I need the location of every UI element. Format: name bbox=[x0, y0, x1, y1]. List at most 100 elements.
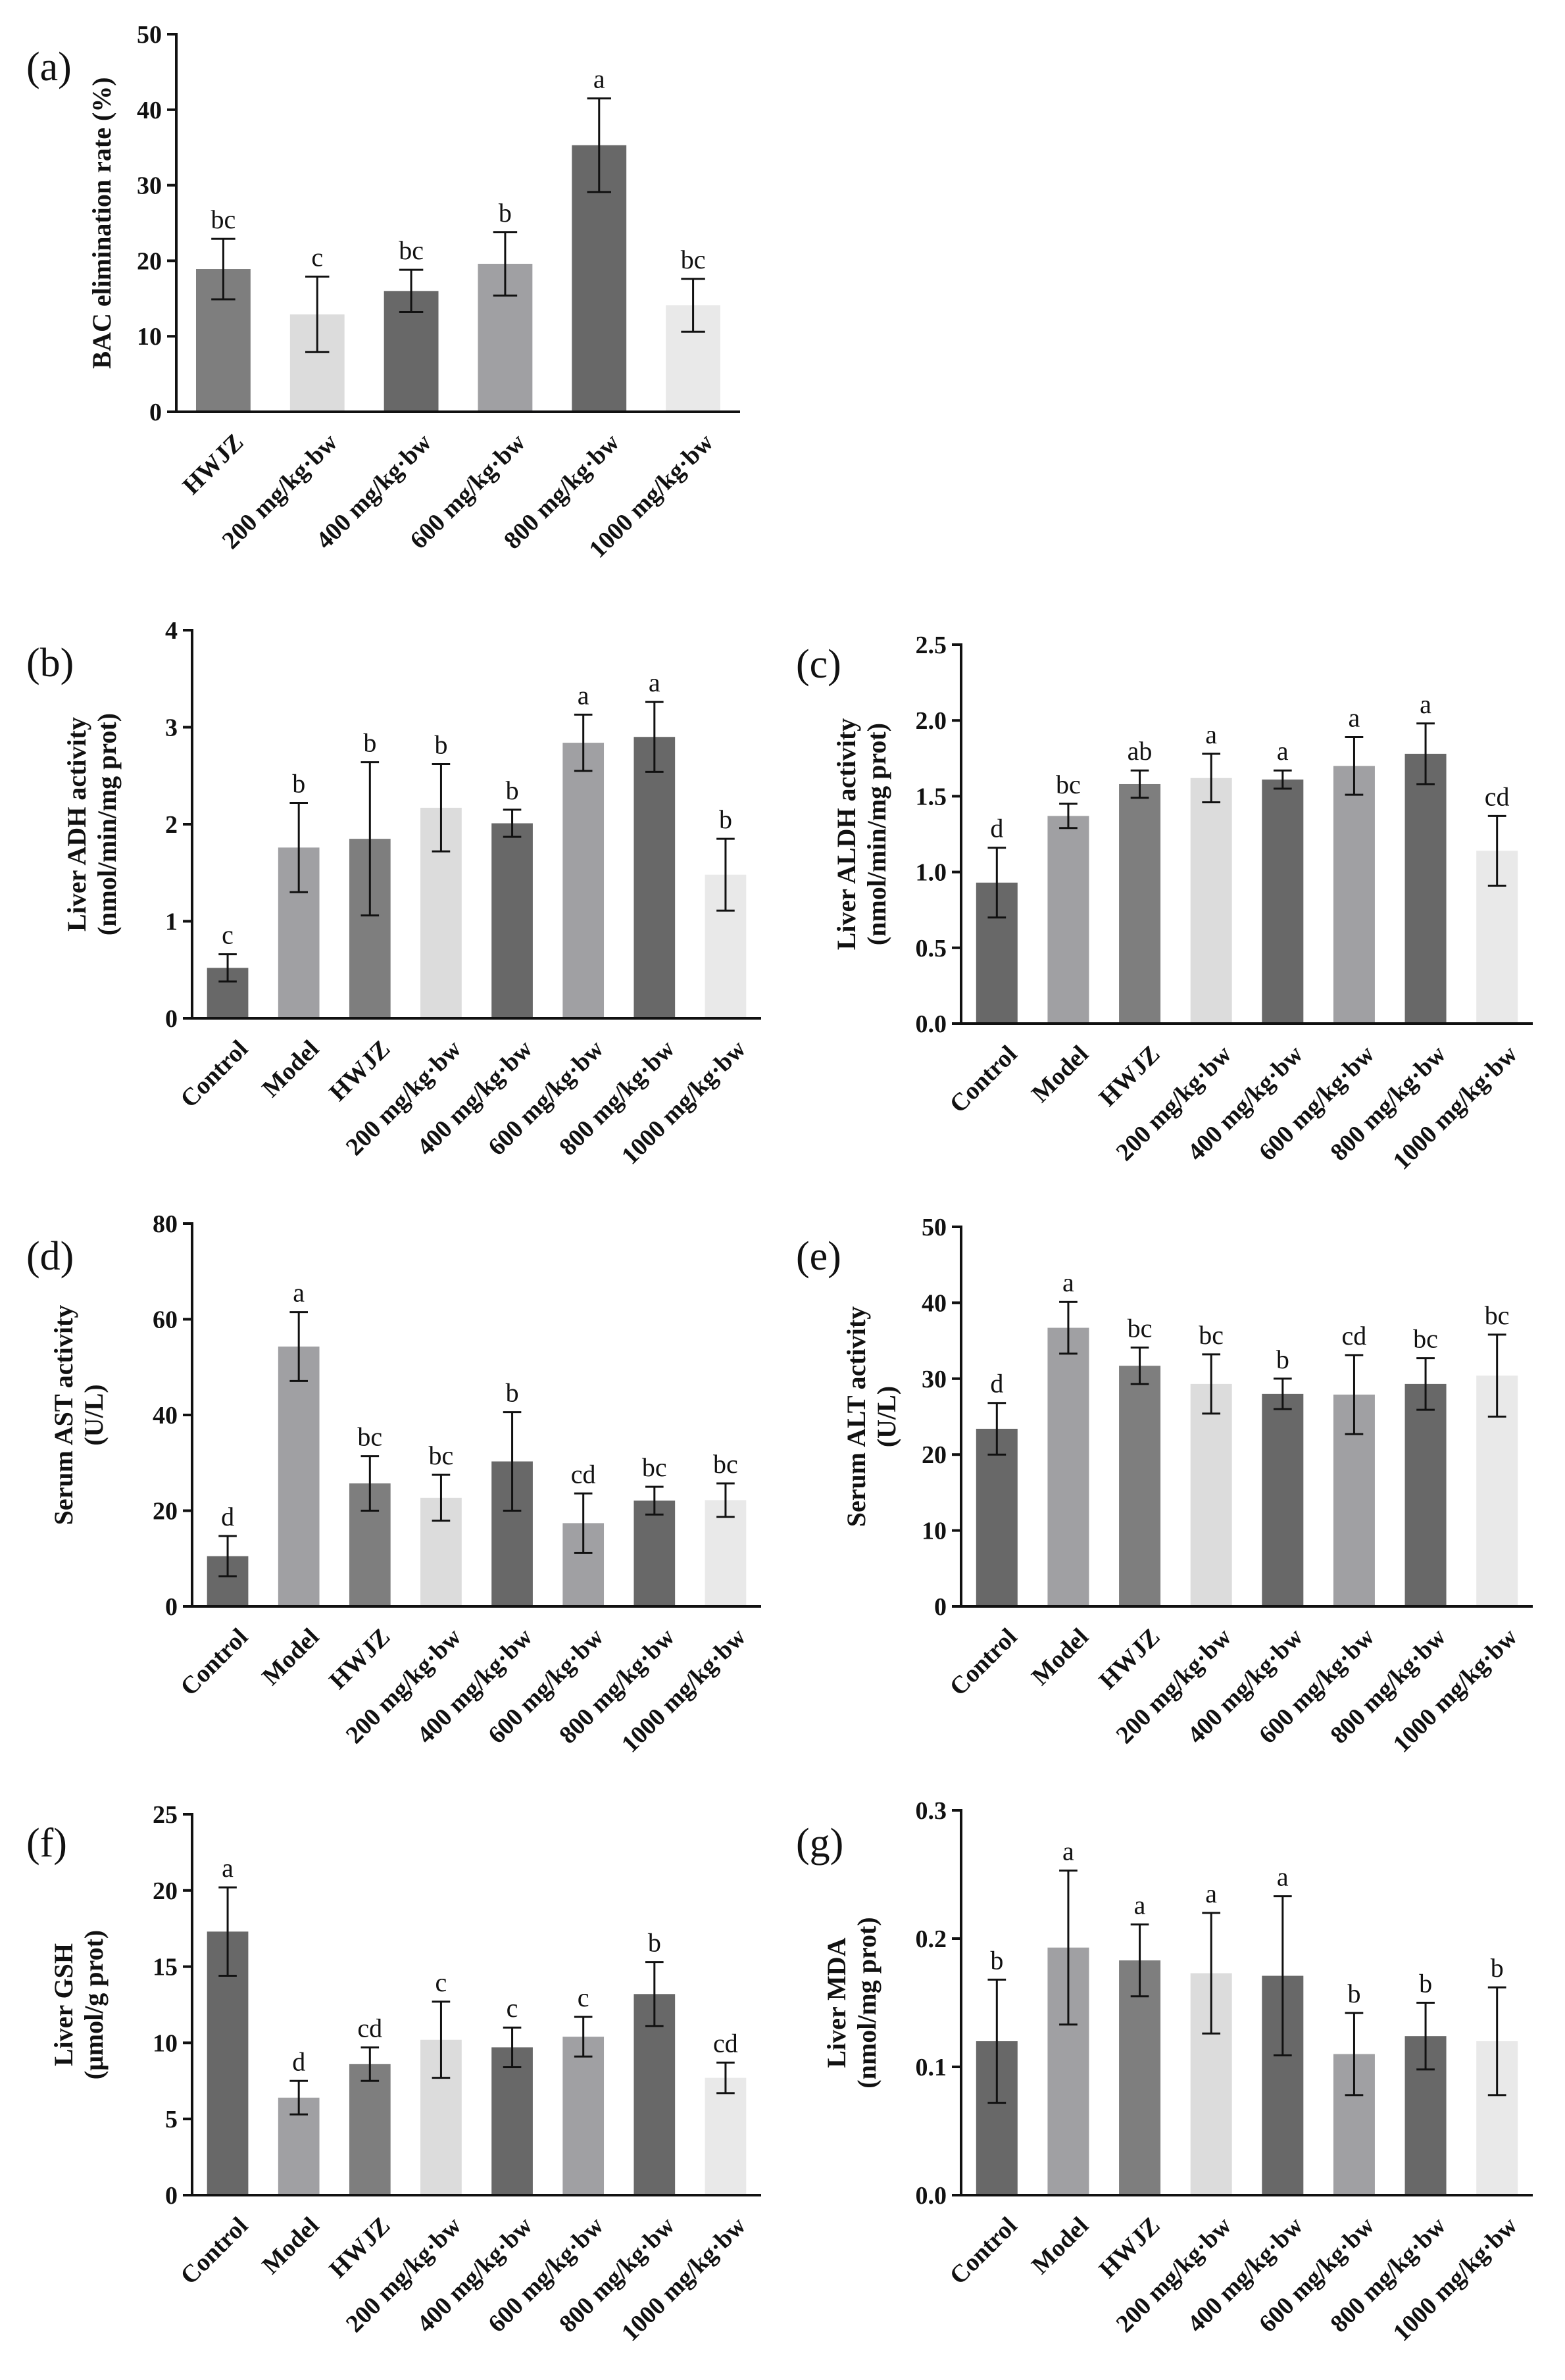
error-bar bbox=[218, 1886, 237, 1977]
error-bar bbox=[1416, 722, 1435, 785]
significance-letter: b bbox=[292, 769, 305, 799]
error-bar bbox=[645, 1961, 664, 2027]
significance-letter: bc bbox=[681, 245, 706, 274]
x-tick-label: 1000 mg/kg·bw bbox=[1388, 2212, 1524, 2347]
bar bbox=[1190, 1383, 1232, 1606]
y-tick-label: 0 bbox=[165, 2182, 178, 2210]
y-tick-label: 1.0 bbox=[916, 859, 947, 887]
error-bar bbox=[1202, 1353, 1221, 1415]
error-bar bbox=[574, 1492, 593, 1554]
significance-letter: bc bbox=[1413, 1324, 1438, 1354]
panel-label: (a) bbox=[26, 45, 72, 89]
significance-letter: b bbox=[719, 805, 732, 834]
error-bar bbox=[503, 808, 522, 838]
bar bbox=[633, 1500, 676, 1606]
y-tick-label: 10 bbox=[922, 1518, 947, 1545]
x-tick-label: Control bbox=[175, 1035, 253, 1113]
x-tick-label: 1000 mg/kg·bw bbox=[1388, 1040, 1524, 1176]
error-bar bbox=[1059, 1870, 1078, 2026]
y-tick-label: 0.3 bbox=[916, 1797, 947, 1825]
x-tick-label: Control bbox=[945, 1040, 1023, 1118]
significance-letter: bc bbox=[357, 1422, 382, 1452]
bar bbox=[1190, 778, 1232, 1024]
y-tick-label: 20 bbox=[137, 247, 162, 275]
error-bar bbox=[503, 2026, 522, 2068]
error-bar bbox=[987, 847, 1006, 919]
y-tick-label: 20 bbox=[922, 1441, 947, 1469]
significance-letter: a bbox=[293, 1278, 305, 1308]
bar bbox=[1047, 1327, 1089, 1606]
y-tick-label: 20 bbox=[153, 1877, 178, 1905]
bar bbox=[562, 743, 605, 1018]
y-tick-label: 40 bbox=[153, 1402, 178, 1429]
significance-letter: b bbox=[506, 776, 519, 805]
y-tick-label: 50 bbox=[137, 21, 162, 49]
panel-f: (f) Liver GSH (μmol/g prot) a Control d Model c… bbox=[26, 1801, 761, 2346]
y-axis-label: Serum AST activity bbox=[49, 1305, 78, 1525]
significance-letter: a bbox=[1205, 1879, 1217, 1908]
error-bar bbox=[1487, 814, 1506, 887]
bar bbox=[1262, 780, 1304, 1024]
significance-letter: a bbox=[1277, 1862, 1289, 1892]
significance-letter: bc bbox=[429, 1441, 454, 1470]
y-axis-label: Serum ALT activity bbox=[841, 1306, 871, 1527]
bar bbox=[976, 1428, 1018, 1606]
significance-letter: b bbox=[1491, 1953, 1504, 1983]
error-bar bbox=[1487, 1986, 1506, 2096]
x-tick-label: Model bbox=[257, 1623, 324, 1691]
bar bbox=[705, 2077, 747, 2195]
panel-d: (d) Serum AST activity (U/L) d Control a Model… bbox=[26, 1210, 761, 1758]
error-bar bbox=[432, 1474, 451, 1522]
error-bar bbox=[211, 237, 236, 301]
x-tick-label: Model bbox=[1026, 1040, 1094, 1108]
significance-letter: b bbox=[990, 1945, 1003, 1975]
error-bar bbox=[645, 701, 664, 773]
bar bbox=[633, 737, 676, 1018]
significance-letter: c bbox=[507, 1993, 518, 2023]
y-tick-label: 3 bbox=[165, 714, 178, 742]
y-tick-label: 50 bbox=[922, 1214, 947, 1241]
significance-letter: b bbox=[434, 730, 447, 760]
x-tick-label: Model bbox=[1026, 2212, 1094, 2279]
y-tick-label: 30 bbox=[137, 172, 162, 200]
error-bar bbox=[1487, 1333, 1506, 1418]
bar bbox=[1119, 783, 1161, 1024]
x-tick-label: Control bbox=[175, 2212, 253, 2290]
bar bbox=[1404, 753, 1447, 1024]
y-axis-label: (μmol/g prot) bbox=[79, 1930, 109, 2079]
y-tick-label: 0.2 bbox=[916, 1925, 947, 1953]
bar bbox=[491, 2047, 533, 2195]
y-tick-label: 2.5 bbox=[916, 632, 947, 659]
error-bar bbox=[1273, 1377, 1292, 1410]
panel-c: (c) Liver ALDH activity (nmol/min/mg prot)… bbox=[796, 632, 1533, 1175]
error-bar bbox=[289, 2079, 308, 2116]
y-tick-label: 0.0 bbox=[916, 1010, 947, 1038]
x-tick-label: Model bbox=[257, 2212, 324, 2279]
x-tick-label: HWJZ bbox=[1094, 1040, 1166, 1112]
panel-label: (f) bbox=[26, 1821, 67, 1866]
y-tick-label: 0 bbox=[165, 1593, 178, 1621]
y-axis-label: (U/L) bbox=[872, 1386, 901, 1447]
significance-letter: b bbox=[1276, 1345, 1289, 1374]
x-tick-label: Control bbox=[945, 2212, 1023, 2290]
significance-letter: d bbox=[292, 2046, 305, 2076]
x-tick-label: Control bbox=[945, 1623, 1023, 1701]
error-bar bbox=[1273, 1895, 1292, 2056]
bar bbox=[562, 2037, 605, 2195]
y-tick-label: 10 bbox=[137, 323, 162, 351]
significance-letter: bc bbox=[713, 1449, 738, 1479]
error-bar bbox=[493, 231, 518, 297]
x-tick-label: Control bbox=[175, 1623, 253, 1701]
error-bar bbox=[399, 268, 424, 313]
error-bar bbox=[1130, 1346, 1149, 1385]
significance-letter: a bbox=[1062, 1268, 1074, 1297]
y-axis-label: Liver GSH bbox=[49, 1943, 78, 2066]
panel-label: (g) bbox=[796, 1821, 843, 1866]
panel-label: (b) bbox=[26, 641, 74, 685]
y-tick-label: 4 bbox=[165, 617, 178, 645]
panel-label: (e) bbox=[796, 1234, 841, 1279]
y-axis-label: Liver ADH activity bbox=[62, 717, 91, 931]
error-bar bbox=[1202, 753, 1221, 804]
error-bar bbox=[1345, 1354, 1364, 1435]
